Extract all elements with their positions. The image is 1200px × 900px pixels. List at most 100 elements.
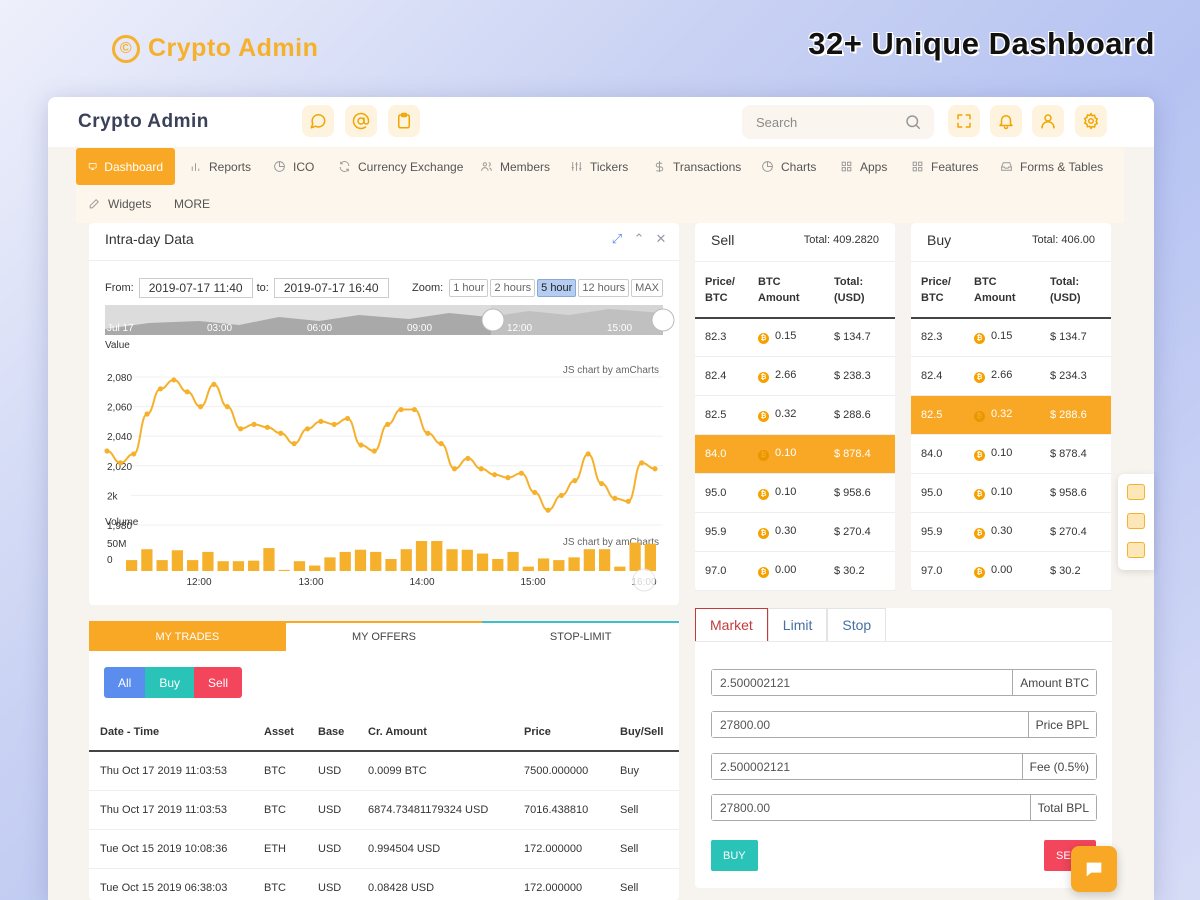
tab-my-trades[interactable]: MY TRADES <box>89 621 286 651</box>
sell-row[interactable]: 82.4 ₿ 2.66 $ 238.3 <box>695 356 895 396</box>
nav-members[interactable]: Members <box>468 148 562 185</box>
nav-more[interactable]: MORE <box>174 196 210 211</box>
trade-row[interactable]: Tue Oct 15 2019 10:08:36 ETH USD 0.994504 U… <box>89 829 679 869</box>
price-input[interactable] <box>712 712 1028 737</box>
nav-ico[interactable]: ICO <box>261 148 326 185</box>
nav-widgets[interactable]: Widgets <box>76 185 163 222</box>
zoom-12-hours[interactable]: 12 hours <box>578 279 630 297</box>
fee-input[interactable] <box>712 754 1022 779</box>
volume-bar <box>431 541 443 571</box>
price-cell: 84.0 <box>695 434 748 474</box>
date-cell: Tue Oct 15 2019 10:08:36 <box>89 829 253 869</box>
search-box[interactable] <box>742 105 934 139</box>
amount-value: 2.66 <box>991 369 1013 381</box>
to-date-input[interactable]: 2019-07-17 16:40 <box>273 278 389 298</box>
volume-bar <box>293 561 306 571</box>
volume-bar <box>415 541 428 571</box>
value-point <box>639 460 645 466</box>
live-chat-button[interactable] <box>1071 846 1117 892</box>
nav-features[interactable]: Features <box>899 148 990 185</box>
sell-title: Sell <box>711 232 735 248</box>
chat-bubble-icon <box>1086 862 1102 877</box>
value-point <box>558 492 565 498</box>
trade-row[interactable]: Thu Oct 17 2019 11:03:53 BTC USD 6874.73481… <box>89 790 679 830</box>
nav-apps[interactable]: Apps <box>828 148 899 185</box>
zoom-1-hour[interactable]: 1 hour <box>449 279 489 297</box>
clipboard-button[interactable] <box>388 105 420 137</box>
zoom-5-hour[interactable]: 5 hour <box>537 279 577 297</box>
image-icon[interactable] <box>1127 513 1145 529</box>
volume-bar <box>583 549 595 571</box>
sell-row[interactable]: 95.9 ₿ 0.30 $ 270.4 <box>695 512 895 552</box>
gallery-icon[interactable] <box>1127 542 1145 558</box>
sell-row[interactable]: 97.0 ₿ 0.00 $ 30.2 <box>695 551 895 591</box>
brand-title: Crypto Admin <box>78 111 209 132</box>
tab-market[interactable]: Market <box>695 608 768 641</box>
price-cell: 172.000000 <box>513 829 609 869</box>
base-cell: USD <box>307 868 357 900</box>
value-point <box>197 404 204 410</box>
buy-row[interactable]: 97.0 ₿ 0.00 $ 30.2 <box>911 551 1111 591</box>
value-tick-label: 2,040 <box>107 432 132 443</box>
nav-charts[interactable]: Charts <box>749 148 828 185</box>
mention-button[interactable] <box>345 105 377 137</box>
buy-row[interactable]: 82.4 ₿ 2.66 $ 234.3 <box>911 356 1111 396</box>
close-icon[interactable]: ✕ <box>655 231 667 246</box>
nav-transactions[interactable]: Transactions <box>641 148 753 185</box>
zoom-max[interactable]: MAX <box>631 279 663 297</box>
wallet-icon[interactable] <box>1127 484 1145 500</box>
buy-row[interactable]: 82.5 ₿ 0.32 $ 288.6 <box>911 395 1111 435</box>
nav-reports[interactable]: Reports <box>177 148 263 185</box>
total-cell: $ 878.4 <box>824 434 895 474</box>
amount-input[interactable] <box>712 670 1013 695</box>
buy-button[interactable]: BUY <box>711 840 758 871</box>
chat-button[interactable] <box>302 105 334 137</box>
sell-row[interactable]: 95.0 ₿ 0.10 $ 958.6 <box>695 473 895 513</box>
filter-buy-button[interactable]: Buy <box>145 667 195 698</box>
sell-button[interactable]: SE <box>1044 840 1096 871</box>
from-date-input[interactable]: 2019-07-17 11:40 <box>138 278 253 298</box>
volume-bar <box>354 549 367 571</box>
total-cell: $ 238.3 <box>824 356 895 396</box>
nav-currency-exchange[interactable]: Currency Exchange <box>326 148 475 185</box>
tab-stop-limit[interactable]: STOP-LIMIT <box>482 621 680 651</box>
buy-row[interactable]: 82.3 ₿ 0.15 $ 134.7 <box>911 317 1111 357</box>
price-cell: 95.0 <box>695 473 748 513</box>
nav-tickers[interactable]: Tickers <box>558 148 640 185</box>
amount-value: 0.32 <box>991 408 1013 420</box>
settings-button[interactable] <box>1075 105 1107 137</box>
zoom-2-hours[interactable]: 2 hours <box>490 279 536 297</box>
filter-all-button[interactable]: All <box>104 667 146 698</box>
trade-row[interactable]: Tue Oct 15 2019 06:38:03 BTC USD 0.08428 US… <box>89 868 679 900</box>
col-asset: Asset <box>253 713 307 752</box>
filter-sell-button[interactable]: Sell <box>194 667 243 698</box>
refresh-icon <box>339 161 350 172</box>
tab-stop[interactable]: Stop <box>827 608 887 641</box>
volume-bar <box>126 560 138 571</box>
profile-button[interactable] <box>1032 105 1064 137</box>
tab-my-offers[interactable]: MY OFFERS <box>285 621 483 651</box>
notifications-button[interactable] <box>990 105 1022 137</box>
date-cell: Thu Oct 17 2019 11:03:53 <box>89 790 253 830</box>
intraday-chart[interactable]: Jul 17 03:00 06:00 09:00 12:00 15:00 Value JS c… <box>89 303 679 603</box>
search-icon[interactable] <box>904 113 922 131</box>
expand-icon[interactable]: ⤢ <box>611 231 623 246</box>
nav-forms-tables[interactable]: Forms & Tables <box>988 148 1115 185</box>
total-cell: $ 234.3 <box>1040 356 1111 396</box>
sell-row[interactable]: 84.0 ₿ 0.10 $ 878.4 <box>695 434 895 474</box>
inbox-icon <box>1001 162 1012 171</box>
nav-dashboard[interactable]: Dashboard <box>76 148 175 185</box>
search-input[interactable] <box>756 114 896 130</box>
trade-row[interactable]: Thu Oct 17 2019 11:03:53 BTC USD 0.0099 BTC… <box>89 751 679 791</box>
sell-row[interactable]: 82.5 ₿ 0.32 $ 288.6 <box>695 395 895 435</box>
grid-icon <box>912 161 923 172</box>
total-input[interactable] <box>712 795 1030 820</box>
buy-row[interactable]: 95.9 ₿ 0.30 $ 270.4 <box>911 512 1111 552</box>
sell-row[interactable]: 82.3 ₿ 0.15 $ 134.7 <box>695 317 895 357</box>
buy-row[interactable]: 95.0 ₿ 0.10 $ 958.6 <box>911 473 1111 513</box>
buy-row[interactable]: 84.0 ₿ 0.10 $ 878.4 <box>911 434 1111 474</box>
tab-limit[interactable]: Limit <box>767 608 828 641</box>
scrollbar-selection <box>491 305 663 335</box>
fullscreen-button[interactable] <box>948 105 980 137</box>
collapse-icon[interactable]: ⌃ <box>633 231 645 246</box>
